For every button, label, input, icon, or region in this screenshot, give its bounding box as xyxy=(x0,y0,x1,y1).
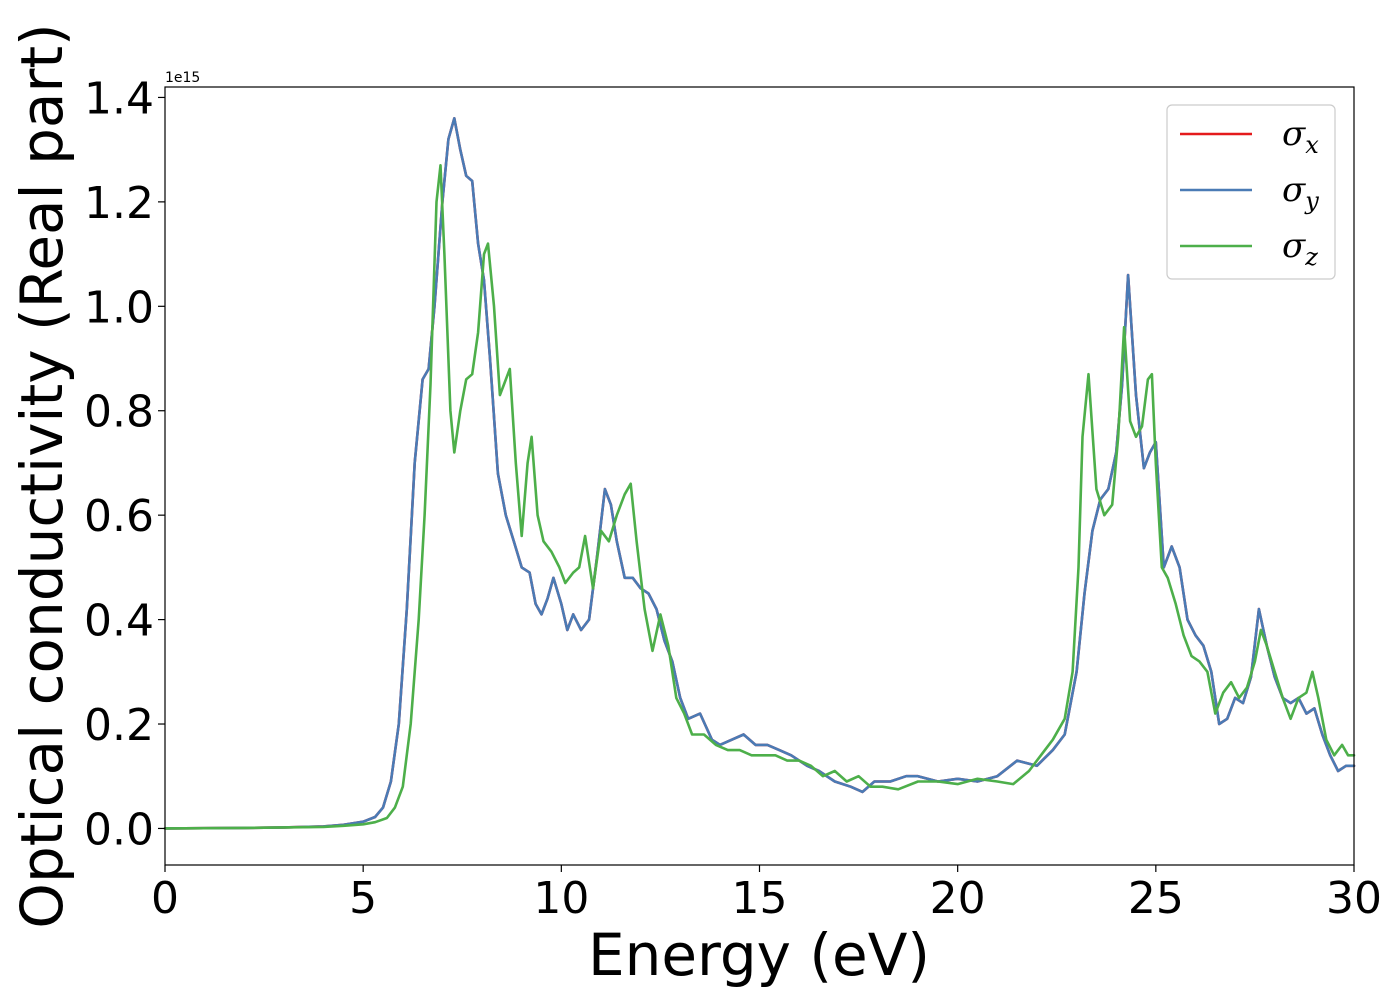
legend-symbol: σ xyxy=(1282,170,1306,210)
legend-subscript: y xyxy=(1304,187,1319,215)
legend-symbol: σ xyxy=(1282,226,1306,266)
y-offset-label: 1e15 xyxy=(165,70,200,86)
legend-symbol: σ xyxy=(1282,114,1306,154)
x-axis: 0 5 10 15 20 25 30 xyxy=(151,865,1382,924)
y-tick-label: 1.0 xyxy=(84,282,154,333)
legend-box xyxy=(1166,104,1336,280)
y-axis: 0.0 0.2 0.4 0.6 0.8 1.0 1.2 1.4 xyxy=(84,73,165,855)
legend-subscript: x xyxy=(1305,131,1319,159)
series-layer xyxy=(163,117,1356,830)
y-tick-label: 1.2 xyxy=(84,178,154,229)
y-tick-label: 1.4 xyxy=(84,73,154,124)
legend-label-x: σx xyxy=(1282,114,1319,159)
x-tick-label: 25 xyxy=(1128,873,1184,924)
series-line-z xyxy=(163,164,1356,830)
x-axis-title: Energy (eV) xyxy=(588,921,930,989)
series-line-y xyxy=(163,117,1356,830)
x-tick-label: 15 xyxy=(732,873,788,924)
x-tick-label: 20 xyxy=(930,873,986,924)
y-tick-label: 0.6 xyxy=(84,491,154,542)
legend-subscript: z xyxy=(1304,243,1318,271)
x-tick-label: 0 xyxy=(151,873,179,924)
x-tick-label: 30 xyxy=(1326,873,1382,924)
legend-label-y: σy xyxy=(1282,170,1319,215)
y-tick-label: 0.0 xyxy=(84,804,154,855)
y-tick-label: 0.4 xyxy=(84,596,154,647)
y-tick-label: 0.8 xyxy=(84,387,154,438)
x-tick-label: 5 xyxy=(349,873,377,924)
y-axis-title: Optical conductivity (Real part) xyxy=(8,23,76,928)
y-tick-label: 0.2 xyxy=(84,700,154,751)
legend-label-z: σz xyxy=(1282,226,1318,271)
x-tick-label: 10 xyxy=(533,873,589,924)
